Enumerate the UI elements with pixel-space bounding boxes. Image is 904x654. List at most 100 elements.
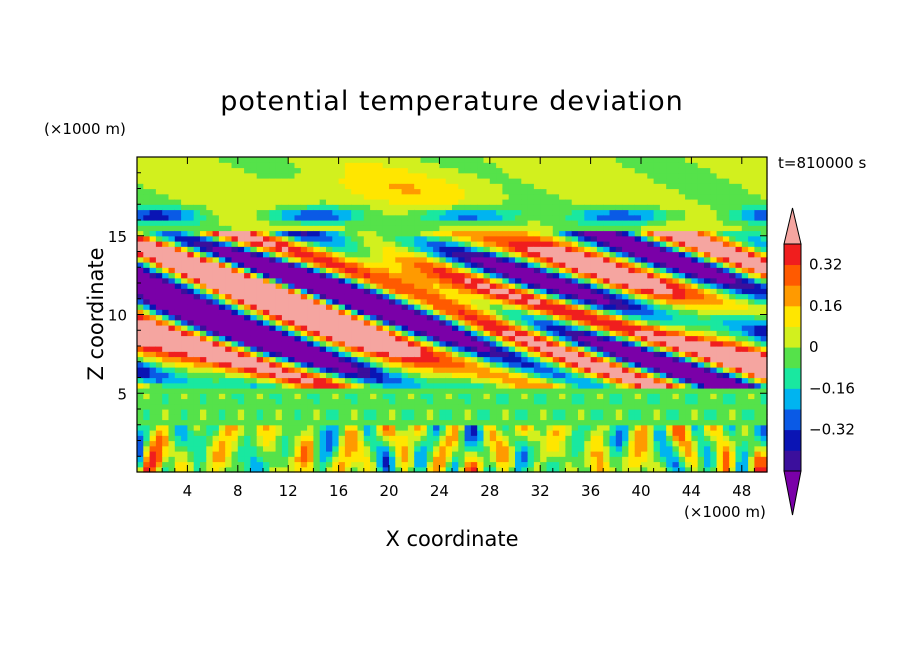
heatmap-cell	[439, 167, 447, 174]
heatmap-cell	[137, 214, 144, 221]
heatmap-cell	[527, 356, 535, 363]
heatmap-cell	[181, 172, 188, 179]
heatmap-cell	[502, 277, 510, 284]
heatmap-cell	[615, 225, 623, 232]
heatmap-cell	[603, 435, 611, 442]
heatmap-cell	[143, 235, 151, 242]
heatmap-cell	[433, 466, 440, 473]
heatmap-cell	[288, 435, 296, 442]
heatmap-cell	[168, 293, 176, 300]
heatmap-cell	[244, 372, 251, 379]
x-axis-label: X coordinate	[385, 527, 519, 551]
heatmap-cell	[155, 461, 163, 468]
heatmap-cell	[615, 403, 623, 410]
heatmap-cell	[407, 430, 415, 436]
heatmap-cell	[615, 325, 623, 331]
heatmap-cell	[225, 330, 233, 337]
heatmap-cell	[389, 188, 396, 195]
heatmap-cell	[552, 241, 560, 247]
heatmap-cell	[332, 309, 340, 316]
heatmap-cell	[344, 220, 352, 226]
heatmap-cell	[596, 309, 604, 316]
heatmap-cell	[338, 382, 346, 389]
heatmap-cell	[143, 340, 151, 347]
heatmap-cell	[521, 172, 529, 179]
heatmap-cell	[609, 440, 617, 447]
heatmap-cell	[256, 230, 264, 237]
heatmap-cell	[622, 193, 629, 200]
heatmap-cell	[458, 325, 466, 331]
heatmap-cell	[515, 209, 522, 216]
heatmap-cell	[641, 172, 648, 179]
heatmap-cell	[489, 461, 497, 468]
heatmap-cell	[250, 419, 258, 426]
heatmap-cell	[647, 335, 655, 342]
heatmap-cell	[458, 461, 466, 468]
heatmap-cell	[143, 451, 151, 457]
heatmap-cell	[596, 335, 604, 342]
heatmap-cell	[389, 346, 396, 352]
heatmap-cell	[647, 188, 655, 195]
heatmap-cell	[244, 172, 251, 179]
heatmap-cell	[281, 351, 289, 358]
heatmap-cell	[458, 372, 466, 379]
heatmap-cell	[344, 293, 352, 300]
heatmap-cell	[628, 277, 636, 284]
heatmap-cell	[389, 382, 396, 389]
heatmap-cell	[407, 456, 415, 463]
heatmap-cell	[212, 225, 220, 232]
heatmap-cell	[426, 162, 434, 169]
heatmap-cell	[344, 466, 352, 473]
heatmap-cell	[338, 440, 346, 447]
heatmap-cell	[193, 398, 201, 405]
heatmap-cell	[508, 388, 516, 394]
heatmap-cell	[496, 388, 503, 394]
heatmap-cell	[300, 340, 308, 347]
heatmap-cell	[250, 178, 258, 184]
heatmap-cell	[363, 183, 371, 190]
heatmap-cell	[483, 272, 491, 279]
heatmap-cell	[489, 330, 497, 337]
heatmap-cell	[571, 262, 579, 268]
heatmap-cell	[508, 188, 516, 195]
heatmap-cell	[200, 277, 207, 284]
heatmap-cell	[565, 162, 573, 169]
heatmap-cell	[370, 346, 377, 352]
heatmap-cell	[281, 220, 289, 226]
heatmap-cell	[533, 340, 541, 347]
heatmap-cell	[401, 162, 409, 169]
heatmap-cell	[527, 430, 535, 436]
heatmap-cell	[376, 382, 384, 389]
heatmap-cell	[193, 272, 201, 279]
heatmap-cell	[565, 388, 573, 394]
heatmap-cell	[351, 288, 359, 295]
heatmap-cell	[382, 351, 390, 358]
heatmap-cell	[590, 346, 598, 352]
heatmap-cell	[401, 325, 409, 331]
heatmap-cell	[326, 235, 333, 242]
heatmap-cell	[237, 456, 245, 463]
heatmap-cell	[489, 335, 497, 342]
heatmap-cell	[363, 340, 371, 347]
heatmap-cell	[376, 293, 384, 300]
heatmap-cell	[527, 451, 535, 457]
heatmap-cell	[357, 340, 365, 347]
heatmap-cell	[137, 256, 144, 263]
heatmap-cell	[237, 414, 245, 421]
heatmap-cell	[137, 403, 144, 410]
heatmap-cell	[483, 251, 491, 258]
heatmap-cell	[174, 288, 182, 295]
heatmap-cell	[483, 193, 491, 200]
heatmap-cell	[496, 372, 503, 379]
heatmap-cell	[326, 414, 333, 421]
heatmap-cell	[464, 183, 472, 190]
heatmap-cell	[231, 367, 239, 373]
heatmap-cell	[596, 325, 604, 331]
heatmap-cell	[527, 445, 535, 452]
heatmap-cell	[489, 188, 497, 195]
heatmap-cell	[344, 330, 352, 337]
heatmap-cell	[237, 178, 245, 184]
heatmap-cell	[647, 445, 655, 452]
heatmap-cell	[508, 262, 516, 268]
heatmap-cell	[590, 246, 598, 253]
